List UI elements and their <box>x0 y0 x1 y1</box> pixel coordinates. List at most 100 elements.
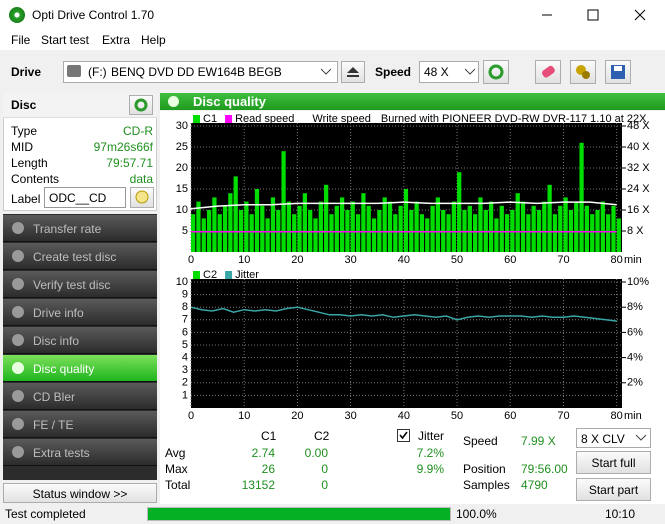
nav-icon <box>12 278 24 290</box>
menu-item[interactable]: Extra <box>102 33 131 47</box>
menu-item[interactable]: Help <box>141 33 166 47</box>
field-label: Length <box>11 156 48 170</box>
bar <box>302 193 307 252</box>
test-speed-select[interactable]: 8 X CLV <box>576 428 651 448</box>
y-tick-label: 1 <box>182 389 188 401</box>
y-tick-label: 7 <box>182 314 188 326</box>
bar <box>345 210 350 252</box>
panel-header: Disc quality <box>160 93 665 110</box>
x-tick-label: 30 <box>345 254 357 266</box>
refresh-button[interactable] <box>483 60 509 84</box>
bar <box>441 210 446 252</box>
nav-button[interactable]: Transfer rate <box>3 215 157 242</box>
panel-title: Disc quality <box>193 94 266 109</box>
nav-icon <box>12 446 24 458</box>
bar <box>579 142 584 252</box>
x-tick-label: 0 <box>188 410 194 422</box>
label-input[interactable]: ODC__CD <box>44 187 126 208</box>
bar <box>547 184 552 252</box>
bar <box>584 205 590 252</box>
disc-refresh-button[interactable] <box>129 95 153 115</box>
save-button[interactable] <box>605 60 631 84</box>
bar <box>238 210 244 252</box>
bar <box>350 201 355 252</box>
nav-button[interactable]: Drive info <box>3 299 157 326</box>
bar <box>494 218 499 252</box>
speed-select[interactable]: 48 X <box>419 61 479 83</box>
nav-icon <box>12 362 24 374</box>
stats-row-label: Avg <box>165 446 186 460</box>
maximize-button[interactable] <box>587 9 599 21</box>
menu-item[interactable]: File <box>11 33 31 47</box>
menu-item[interactable]: Start test <box>41 33 90 47</box>
bar <box>191 214 196 252</box>
nav-icon <box>12 306 24 318</box>
y2-tick-label: 4% <box>627 352 643 364</box>
bar <box>526 214 531 252</box>
status-time: 10:10 <box>605 507 636 521</box>
nav-label: Create test disc <box>33 250 117 264</box>
x-tick-label: 20 <box>291 254 303 266</box>
erase-button[interactable] <box>535 60 561 84</box>
x-tick-label: 60 <box>504 410 516 422</box>
samples-value: 4790 <box>521 478 548 492</box>
nav-icon <box>12 334 24 346</box>
close-button[interactable] <box>634 9 646 21</box>
bar <box>201 218 206 252</box>
y-tick-label: 25 <box>176 141 188 153</box>
y-tick-label: 2 <box>182 377 188 389</box>
nav-button[interactable]: FE / TE <box>3 411 157 438</box>
drive-label: Drive <box>11 65 42 79</box>
bar <box>568 210 574 252</box>
nav-button[interactable]: Verify test disc <box>3 271 157 298</box>
y-tick-label: 20 <box>176 162 188 174</box>
bar <box>334 205 339 252</box>
start-full-button[interactable]: Start full <box>576 451 651 474</box>
bar <box>520 201 526 252</box>
x-tick-label: 80 <box>611 410 623 422</box>
start-part-button[interactable]: Start part <box>576 478 651 501</box>
bar <box>499 205 504 252</box>
drive-select[interactable]: (F:) BENQ DVD DD EW164B BEGB <box>63 61 338 83</box>
nav-button[interactable]: Extra tests <box>3 439 157 466</box>
y-tick-label: 8 <box>182 301 188 313</box>
stats-row-label: Max <box>165 462 188 476</box>
bar <box>276 210 281 252</box>
status-message: Test completed <box>5 507 86 521</box>
bar <box>313 218 318 252</box>
bar <box>414 201 419 252</box>
legend-label: C1 <box>203 113 217 125</box>
bar <box>308 210 313 252</box>
bar <box>446 214 451 252</box>
position-label: Position <box>463 462 506 476</box>
progress-text: 100.0% <box>456 507 497 521</box>
bar <box>254 189 260 252</box>
save-icon <box>611 65 625 79</box>
y-tick-label: 10 <box>176 276 188 288</box>
nav-icon <box>12 250 24 262</box>
samples-label: Samples <box>463 478 510 492</box>
status-window-button[interactable]: Status window >> <box>3 483 157 503</box>
jitter-checkbox[interactable] <box>397 429 411 443</box>
bar <box>265 218 270 252</box>
bar <box>244 201 249 252</box>
nav-button[interactable]: Disc quality <box>3 355 157 382</box>
drive-icon <box>67 65 81 77</box>
bar <box>590 214 595 252</box>
bar <box>542 201 547 252</box>
bar <box>339 197 345 252</box>
y-tick-label: 10 <box>176 204 188 216</box>
window-controls[interactable] <box>520 0 665 30</box>
speed-readout: 7.99 X <box>521 434 556 448</box>
eject-button[interactable] <box>341 61 365 83</box>
nav-button[interactable]: CD Bler <box>3 383 157 410</box>
y-tick-label: 5 <box>182 339 188 351</box>
bar <box>222 205 228 252</box>
bar <box>292 214 297 252</box>
nav-button[interactable]: Create test disc <box>3 243 157 270</box>
x-tick-label: 80 <box>611 254 623 266</box>
x-tick-label: 20 <box>291 410 303 422</box>
label-button[interactable] <box>130 187 154 208</box>
nav-button[interactable]: Disc info <box>3 327 157 354</box>
options-button[interactable] <box>570 60 596 84</box>
